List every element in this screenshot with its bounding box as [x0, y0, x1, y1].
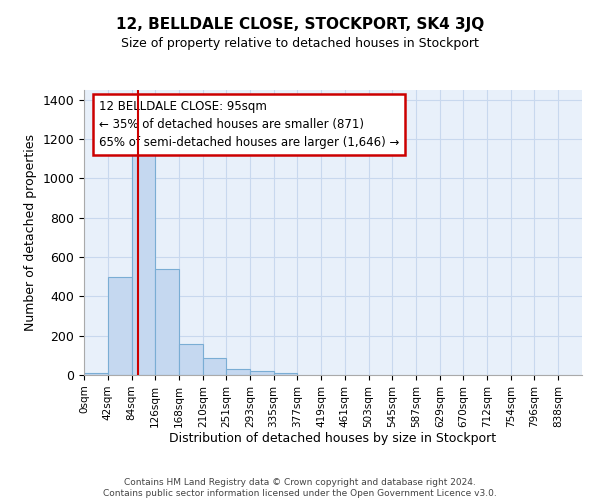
Bar [203, 358, 226, 375]
Y-axis label: Number of detached properties: Number of detached properties [24, 134, 37, 331]
Bar [155, 269, 179, 375]
Bar [179, 344, 203, 375]
Bar [250, 371, 274, 375]
Bar [274, 372, 298, 375]
Text: Size of property relative to detached houses in Stockport: Size of property relative to detached ho… [121, 38, 479, 51]
Text: Contains HM Land Registry data © Crown copyright and database right 2024.
Contai: Contains HM Land Registry data © Crown c… [103, 478, 497, 498]
X-axis label: Distribution of detached houses by size in Stockport: Distribution of detached houses by size … [169, 432, 497, 446]
Bar [108, 276, 131, 375]
Bar [84, 373, 108, 375]
Bar [226, 369, 250, 375]
Text: 12, BELLDALE CLOSE, STOCKPORT, SK4 3JQ: 12, BELLDALE CLOSE, STOCKPORT, SK4 3JQ [116, 18, 484, 32]
Text: 12 BELLDALE CLOSE: 95sqm
← 35% of detached houses are smaller (871)
65% of semi-: 12 BELLDALE CLOSE: 95sqm ← 35% of detach… [99, 100, 400, 149]
Bar [131, 149, 155, 375]
